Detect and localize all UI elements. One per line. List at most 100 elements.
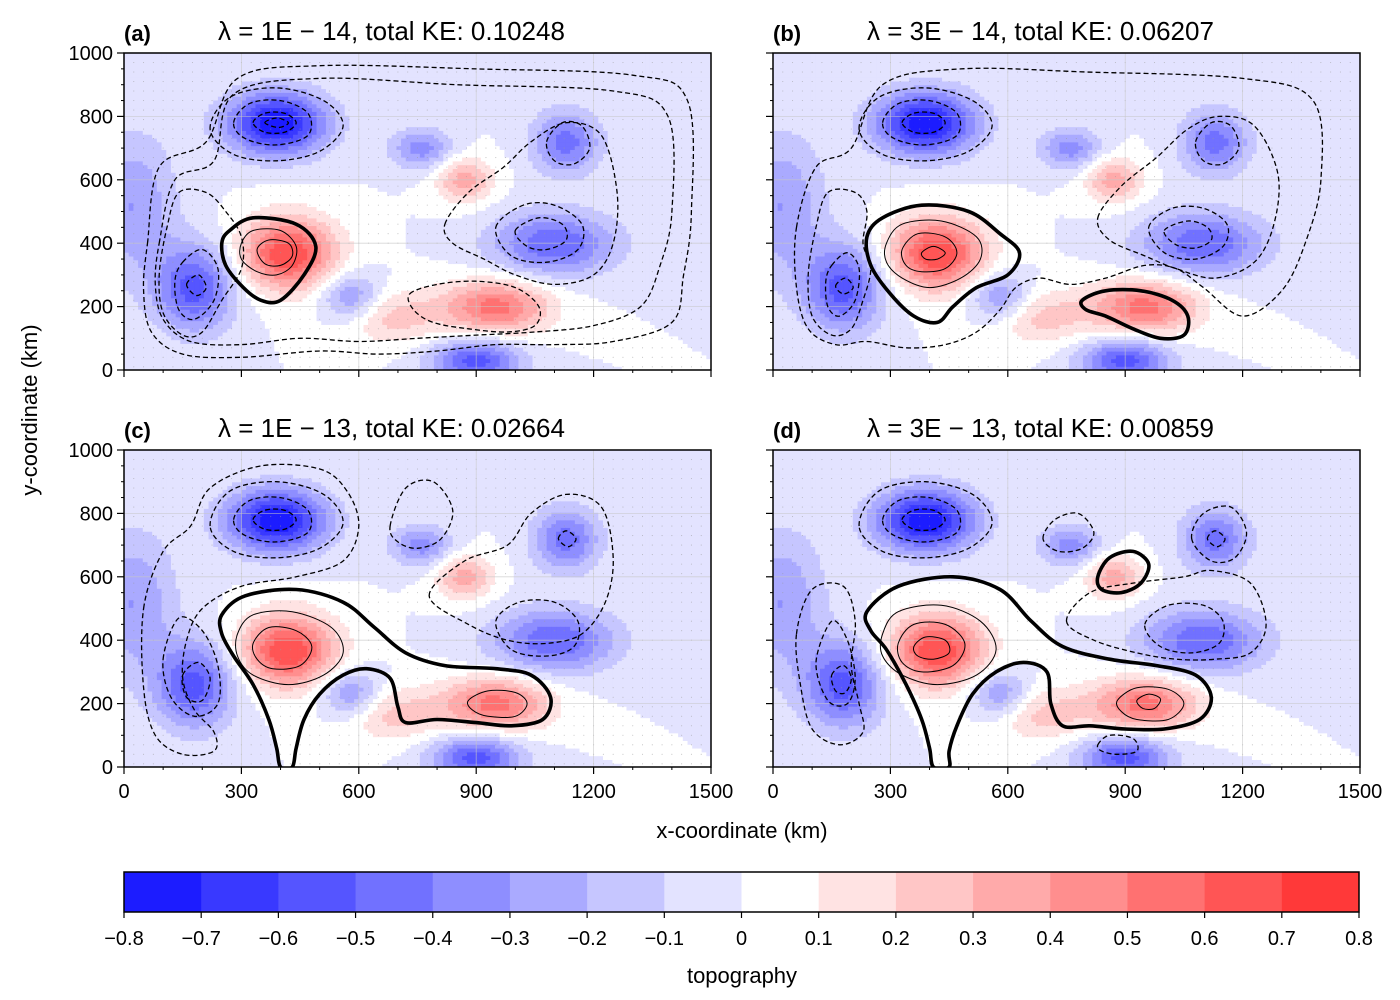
contour-thin bbox=[235, 610, 344, 686]
contour-dashed bbox=[252, 111, 297, 135]
colorbar-tick-label: 0.5 bbox=[1114, 928, 1142, 950]
contour-thin bbox=[896, 621, 966, 673]
contour-dashed bbox=[252, 508, 297, 532]
x-tick-label: 1500 bbox=[689, 781, 734, 803]
x-tick-label: 300 bbox=[874, 781, 907, 803]
contour-thin bbox=[251, 626, 313, 670]
contour-thin bbox=[920, 245, 946, 261]
contour-dashed bbox=[140, 463, 360, 757]
contour-dashed bbox=[1163, 220, 1213, 249]
colorbar-segment bbox=[741, 872, 820, 912]
contour-thin bbox=[912, 636, 951, 660]
topography-field bbox=[124, 53, 711, 370]
y-tick-label: 800 bbox=[80, 106, 113, 128]
colorbar-segment bbox=[818, 872, 897, 912]
y-tick-label: 1000 bbox=[69, 440, 114, 462]
colorbar-segment bbox=[664, 872, 742, 912]
contour-dashed bbox=[858, 87, 993, 162]
colorbar-tick-label: 0.7 bbox=[1268, 928, 1296, 950]
topography-field bbox=[124, 450, 711, 767]
contour-dashed bbox=[557, 530, 577, 548]
contour-thick bbox=[219, 215, 318, 305]
contour-dashed bbox=[232, 496, 313, 543]
streamfunction-contours bbox=[140, 463, 614, 767]
colorbar-tick-label: −0.8 bbox=[104, 928, 143, 950]
topography-field bbox=[773, 53, 1360, 370]
colorbar-tick-label: 0.4 bbox=[1036, 928, 1064, 950]
contour-dashed bbox=[162, 616, 221, 718]
panel-title: λ = 1E − 14, total KE: 0.10248 bbox=[218, 16, 565, 46]
contour-thin bbox=[1136, 693, 1162, 710]
panel-title: λ = 3E − 13, total KE: 0.00859 bbox=[867, 413, 1214, 443]
streamfunction-contours bbox=[795, 481, 1267, 767]
contour-dashed bbox=[428, 493, 614, 645]
x-tick-label: 600 bbox=[991, 781, 1024, 803]
x-tick-label: 1200 bbox=[571, 781, 616, 803]
colorbar-segment bbox=[1204, 872, 1283, 912]
x-tick-label: 0 bbox=[767, 781, 778, 803]
colorbar-segment bbox=[587, 872, 665, 912]
colorbar-tick-label: 0.6 bbox=[1191, 928, 1219, 950]
x-tick-label: 300 bbox=[225, 781, 258, 803]
contour-dashed bbox=[901, 508, 946, 532]
colorbar-segment bbox=[278, 872, 357, 912]
ticks bbox=[766, 52, 1361, 377]
contour-dashed bbox=[181, 661, 211, 703]
x-tick-label: 1500 bbox=[1338, 781, 1383, 803]
contour-dashed bbox=[495, 599, 581, 657]
panel-b: (b) λ = 3E − 14, total KE: 0.06207 bbox=[766, 16, 1361, 377]
contour-dashed bbox=[407, 280, 542, 333]
contour-dashed bbox=[1065, 569, 1267, 661]
ticks bbox=[766, 449, 1361, 774]
colorbar-segment bbox=[201, 872, 279, 912]
contour-dashed bbox=[1206, 530, 1226, 548]
colorbar-tick-label: −0.2 bbox=[567, 928, 606, 950]
colorbar-segment bbox=[509, 872, 588, 912]
y-tick-label: 600 bbox=[80, 567, 113, 589]
contour-dashed bbox=[901, 111, 946, 135]
contour-dashed bbox=[264, 117, 290, 129]
contour-thick bbox=[1095, 549, 1151, 595]
y-axis-label: y-coordinate (km) bbox=[17, 324, 42, 495]
panel-title: λ = 1E − 13, total KE: 0.02664 bbox=[218, 413, 565, 443]
colorbar-tick-label: −0.6 bbox=[259, 928, 298, 950]
colorbar-tick-label: 0 bbox=[736, 928, 747, 950]
contour-thin bbox=[239, 228, 298, 276]
panel-label: (a) bbox=[124, 21, 151, 46]
x-axis-label: x-coordinate (km) bbox=[656, 818, 827, 843]
colorbar-segment bbox=[973, 872, 1051, 912]
colorbar-tick-label: 0.3 bbox=[959, 928, 987, 950]
colorbar-segment bbox=[1281, 872, 1360, 912]
colorbar-label: topography bbox=[687, 963, 797, 988]
contour-dashed bbox=[834, 277, 854, 295]
contour-dashed bbox=[1042, 512, 1095, 553]
x-tick-label: 900 bbox=[1109, 781, 1142, 803]
y-tick-label: 200 bbox=[80, 297, 113, 319]
panel-label: (c) bbox=[124, 418, 151, 443]
colorbar-tick-label: 0.1 bbox=[805, 928, 833, 950]
contour-thick bbox=[217, 587, 553, 767]
contour-dashed bbox=[795, 582, 865, 746]
contour-thick bbox=[1079, 287, 1191, 341]
contour-dashed bbox=[830, 664, 852, 695]
contour-dashed bbox=[1144, 602, 1225, 654]
y-tick-label: 400 bbox=[80, 233, 113, 255]
y-tick-label: 200 bbox=[80, 694, 113, 716]
contour-thin bbox=[879, 604, 997, 686]
ticks bbox=[117, 52, 712, 377]
contour-dashed bbox=[881, 99, 962, 146]
panel-c: 0 200 400 600 800 1000 0 300 600 900 1200 1500 (c) λ … bbox=[69, 413, 734, 803]
contour-dashed bbox=[1190, 505, 1248, 564]
contour-thin bbox=[256, 239, 294, 267]
y-tick-label: 600 bbox=[80, 170, 113, 192]
contour-thin bbox=[1115, 686, 1185, 722]
contour-dashed bbox=[142, 64, 695, 359]
panel-label: (b) bbox=[773, 21, 801, 46]
contour-dashed bbox=[232, 99, 313, 146]
contour-dashed bbox=[185, 274, 207, 297]
contour-thin bbox=[466, 689, 528, 718]
contour-dashed bbox=[174, 248, 220, 321]
topography-field bbox=[773, 450, 1360, 767]
colorbar-tick-label: −0.4 bbox=[413, 928, 452, 950]
contour-dashed bbox=[389, 479, 454, 549]
